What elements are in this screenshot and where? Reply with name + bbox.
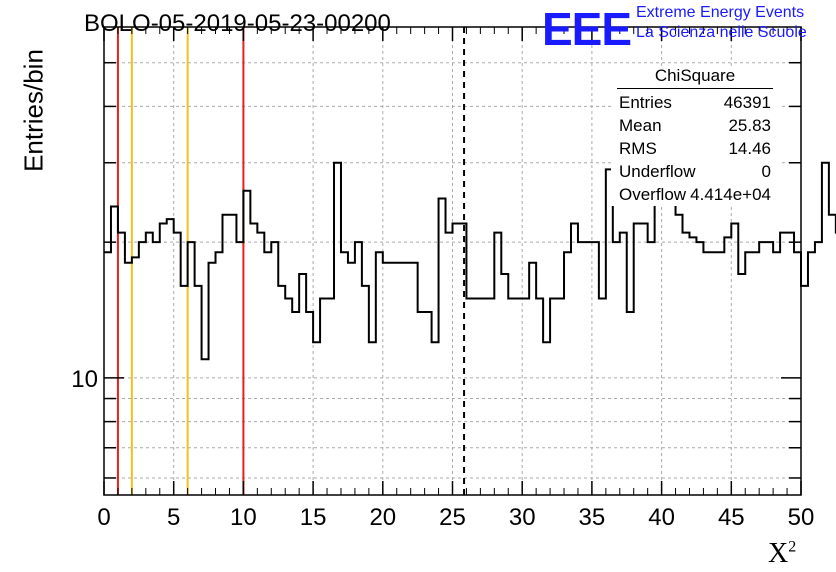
x-tick-label: 20 <box>369 504 396 531</box>
y-axis-label: Entries/bin <box>18 49 49 172</box>
x-tick-label: 30 <box>509 504 536 531</box>
stats-row-overflow: Overflow 4.414e+04 <box>611 183 779 206</box>
stats-value: 0 <box>761 162 771 181</box>
stats-value: 14.46 <box>728 139 771 158</box>
stats-value: 4.414e+04 <box>690 185 771 204</box>
logo-caption-line1: Extreme Energy Events <box>636 4 805 21</box>
x-tick-label: 5 <box>167 504 180 531</box>
x-tick-label: 50 <box>788 504 815 531</box>
grid-layer <box>104 27 801 495</box>
stats-label: Overflow <box>619 185 687 204</box>
x-tick-label: 15 <box>300 504 327 531</box>
x-tick-label: 35 <box>579 504 606 531</box>
eee-logo: EEE <box>542 3 632 55</box>
stats-label: Underflow <box>619 162 696 181</box>
y-tick-label: 10 <box>71 366 98 393</box>
stats-row-underflow: Underflow 0 <box>611 160 779 183</box>
stats-box: ChiSquare Entries 46391 Mean 25.83 RMS 14.4… <box>611 66 779 206</box>
histogram-series <box>104 161 836 361</box>
stats-title: ChiSquare <box>617 66 773 89</box>
stats-label: Entries <box>619 93 672 112</box>
stats-label: RMS <box>619 139 657 158</box>
axis-ticks <box>103 27 802 495</box>
x-tick-label: 25 <box>439 504 466 531</box>
stats-row-entries: Entries 46391 <box>611 91 779 114</box>
stats-label: Mean <box>619 116 662 135</box>
x-tick-label: 10 <box>230 504 257 531</box>
stats-value: 25.83 <box>728 116 771 135</box>
logo-caption-line2: La Scienza nelle Scuole <box>636 24 807 41</box>
x-tick-label: 40 <box>648 504 675 531</box>
reference-lines <box>116 27 466 495</box>
x-axis-label: X2 <box>768 538 796 570</box>
chart-title: BOLO-05-2019-05-23-00200 <box>84 10 391 37</box>
tick-labels: 0 5 10 15 20 25 30 35 40 45 50 10 <box>71 366 814 531</box>
stats-row-rms: RMS 14.46 <box>611 137 779 160</box>
x-tick-label: 45 <box>718 504 745 531</box>
stats-value: 46391 <box>723 93 771 112</box>
x-axis-label-symbol: X <box>768 538 789 569</box>
x-axis-label-superscript: 2 <box>788 538 797 556</box>
x-tick-label: 0 <box>97 504 110 531</box>
stats-row-mean: Mean 25.83 <box>611 114 779 137</box>
